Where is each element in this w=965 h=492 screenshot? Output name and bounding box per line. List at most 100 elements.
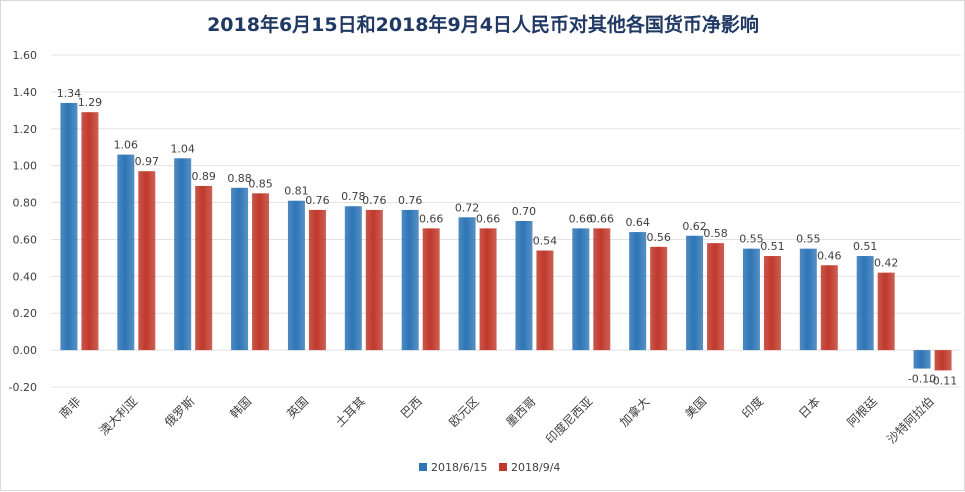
data-label: 0.58 bbox=[703, 227, 728, 240]
bar-series1 bbox=[913, 350, 931, 369]
bar-series1 bbox=[458, 217, 476, 351]
bar-series2 bbox=[422, 228, 440, 351]
bar-series2 bbox=[650, 246, 668, 351]
bar-series2 bbox=[536, 250, 554, 351]
data-label: 0.66 bbox=[590, 212, 615, 225]
data-label: -0.10 bbox=[908, 373, 936, 386]
data-label: 0.55 bbox=[739, 233, 764, 246]
data-label: 0.56 bbox=[646, 231, 671, 244]
bar-series2 bbox=[365, 209, 383, 351]
data-label: 0.66 bbox=[476, 212, 501, 225]
bar-series1 bbox=[401, 209, 419, 351]
legend-label: 2018/6/15 bbox=[431, 461, 487, 474]
bar-series2 bbox=[308, 209, 326, 351]
bar-series1 bbox=[686, 235, 704, 351]
legend-label: 2018/9/4 bbox=[511, 461, 560, 474]
x-category-label: 加拿大 bbox=[616, 394, 652, 430]
data-labels: 1.341.291.060.971.040.89 0.880.850.810.76… bbox=[57, 87, 958, 387]
x-category-label: 阿根廷 bbox=[844, 394, 879, 429]
x-category-label: 墨西哥 bbox=[503, 394, 538, 429]
data-label: 0.51 bbox=[760, 240, 785, 253]
data-label: 0.85 bbox=[248, 177, 273, 190]
x-category-label: 土耳其 bbox=[333, 394, 368, 429]
data-label: 1.29 bbox=[78, 96, 103, 109]
chart-title: 2018年6月15日和2018年9月4日人民币对其他各国货币净影响 bbox=[207, 13, 759, 36]
y-tick-label: 1.00 bbox=[13, 160, 38, 173]
data-label: 0.62 bbox=[682, 220, 707, 233]
x-category-label: 美国 bbox=[682, 394, 709, 421]
data-label: 0.42 bbox=[874, 257, 899, 270]
y-tick-label: 0.00 bbox=[13, 344, 38, 357]
x-category-label: 澳大利亚 bbox=[97, 394, 141, 438]
data-label: 0.78 bbox=[341, 190, 366, 203]
bar-series1 bbox=[515, 221, 533, 351]
bar-series1 bbox=[856, 256, 874, 351]
bar-series1 bbox=[742, 248, 760, 351]
x-category-label: 南非 bbox=[56, 394, 84, 422]
data-label: 0.51 bbox=[853, 240, 878, 253]
y-tick-label: 1.60 bbox=[13, 49, 38, 62]
data-label: 0.88 bbox=[227, 172, 252, 185]
data-label: -0.11 bbox=[929, 374, 957, 387]
x-category-label: 印度 bbox=[738, 394, 766, 422]
bar-series2 bbox=[934, 350, 952, 371]
bar-series1 bbox=[344, 206, 362, 351]
y-tick-label: 0.40 bbox=[13, 270, 38, 283]
data-label: 0.54 bbox=[533, 235, 558, 248]
bar-series1 bbox=[174, 158, 192, 351]
data-label: 0.70 bbox=[512, 205, 537, 218]
y-tick-label: 1.40 bbox=[13, 86, 38, 99]
legend-swatch bbox=[419, 463, 427, 471]
data-label: 0.81 bbox=[284, 185, 309, 198]
bar-series2 bbox=[877, 272, 895, 351]
bar-series1 bbox=[572, 228, 590, 351]
legend: 2018/6/15 2018/9/4 bbox=[419, 461, 560, 474]
bar-series2 bbox=[479, 228, 497, 351]
bar-series1 bbox=[117, 154, 135, 351]
x-category-label: 印度尼西亚 bbox=[542, 394, 595, 447]
bars bbox=[60, 102, 952, 371]
bar-series2 bbox=[252, 193, 270, 351]
bar-series1 bbox=[629, 232, 647, 351]
data-label: 1.34 bbox=[57, 87, 82, 100]
legend-swatch bbox=[499, 463, 507, 471]
data-label: 0.76 bbox=[362, 194, 387, 207]
y-tick-label: 0.80 bbox=[13, 197, 38, 210]
bar-series2 bbox=[707, 243, 725, 351]
bar-series2 bbox=[195, 185, 213, 351]
bar-series1 bbox=[60, 102, 78, 351]
x-category-label: 巴西 bbox=[398, 394, 425, 421]
bar-series2 bbox=[763, 256, 781, 351]
data-label: 0.76 bbox=[305, 194, 330, 207]
y-tick-label: 0.60 bbox=[13, 233, 38, 246]
x-axis-categories: 南非 澳大利亚 俄罗斯 韩国 英国 土耳其 巴西 欧元区 墨西哥 印度尼西亚 加拿大 美国 印度 日本 阿根… bbox=[56, 394, 937, 447]
x-category-label: 欧元区 bbox=[446, 394, 481, 429]
data-label: 0.66 bbox=[569, 212, 594, 225]
data-label: 0.76 bbox=[398, 194, 423, 207]
data-label: 1.04 bbox=[170, 142, 195, 155]
data-label: 0.64 bbox=[625, 216, 650, 229]
bar-series2 bbox=[81, 112, 99, 351]
bar-series1 bbox=[287, 200, 305, 351]
bar-series2 bbox=[820, 265, 838, 351]
y-tick-label: 1.20 bbox=[13, 123, 38, 136]
data-label: 0.72 bbox=[455, 201, 480, 214]
bar-series2 bbox=[593, 228, 611, 351]
data-label: 0.89 bbox=[191, 170, 216, 183]
data-label: 0.46 bbox=[817, 249, 842, 262]
y-tick-label: 0.20 bbox=[13, 307, 38, 320]
bar-series1 bbox=[231, 187, 249, 351]
x-category-label: 沙特阿拉伯 bbox=[884, 394, 937, 447]
bar-series2 bbox=[138, 171, 156, 351]
data-label: 0.66 bbox=[419, 212, 444, 225]
x-category-label: 俄罗斯 bbox=[162, 394, 197, 429]
bar-series1 bbox=[799, 248, 817, 351]
data-label: 0.97 bbox=[135, 155, 160, 168]
x-category-label: 日本 bbox=[796, 394, 823, 421]
y-axis-ticks: -0.20 0.00 0.20 0.40 0.60 0.80 1.00 1.20 1.40 1.6… bbox=[9, 49, 37, 394]
data-label: 0.55 bbox=[796, 233, 821, 246]
x-category-label: 英国 bbox=[284, 394, 311, 421]
x-category-label: 韩国 bbox=[227, 394, 255, 422]
